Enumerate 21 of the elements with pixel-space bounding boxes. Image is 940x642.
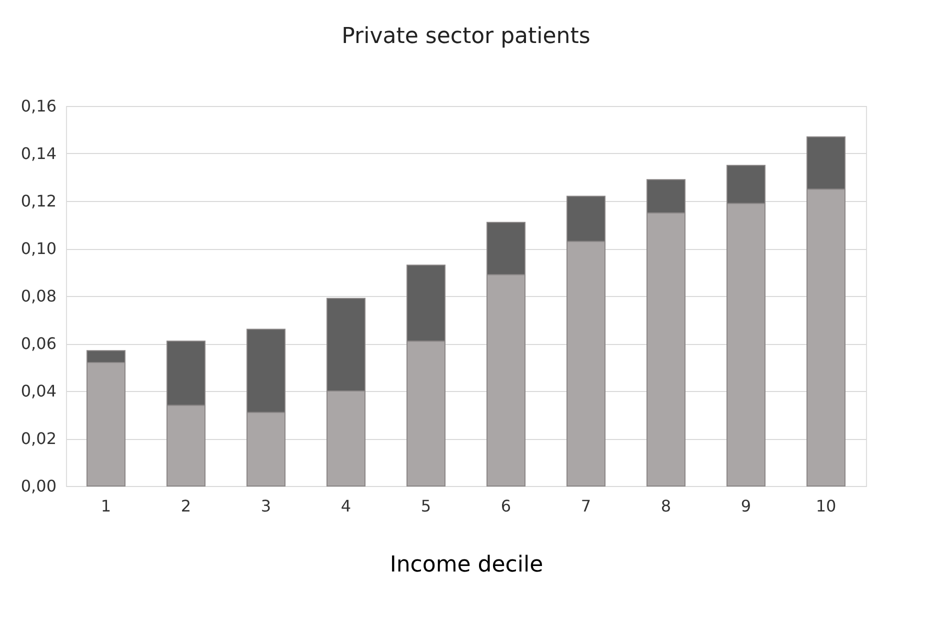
x-tick-label: 3 <box>260 496 272 516</box>
y-tick-label: 0,06 <box>20 334 56 353</box>
x-tick-label: 10 <box>816 496 836 516</box>
x-tick-label: 1 <box>100 496 112 516</box>
y-tick-label: 0,14 <box>20 144 56 163</box>
y-tick-label: 0,08 <box>20 286 56 306</box>
y-tick-label: 0,00 <box>20 476 56 496</box>
x-tick-label: 7 <box>580 496 592 516</box>
y-tick-label: 0,12 <box>20 192 56 210</box>
x-tick-label: 6 <box>500 496 512 516</box>
x-tick-label: 2 <box>180 496 192 516</box>
x-tick-label: 8 <box>660 496 672 516</box>
x-axis-title: Income decile <box>390 552 544 578</box>
x-tick-label: 9 <box>740 496 752 516</box>
y-tick-label: 0,10 <box>20 239 56 258</box>
chart-title: Private sector patients <box>342 24 590 49</box>
y-tick-label: 0,04 <box>20 382 56 400</box>
y-tick-label: 0,02 <box>20 429 56 448</box>
x-tick-label: 4 <box>340 496 352 516</box>
x-tick-label: 5 <box>420 496 432 516</box>
y-tick-label: 0,16 <box>20 96 56 116</box>
